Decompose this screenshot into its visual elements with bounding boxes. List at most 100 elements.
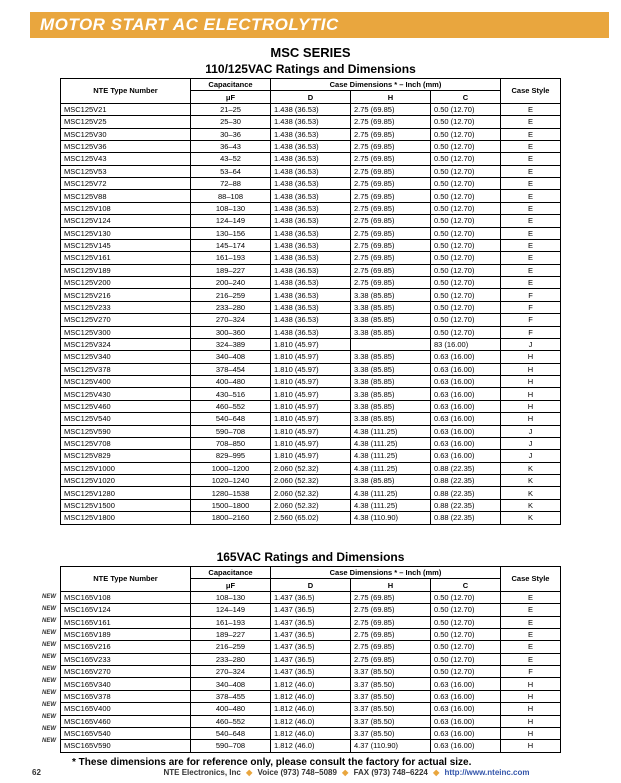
table1: NTE Type Number Capacitance Case Dimensi…	[60, 78, 561, 525]
table-row: MSC165V340340–4081.812 (46.0)3.37 (85.50…	[61, 678, 561, 690]
table-cell: 2.75 (69.85)	[351, 591, 431, 603]
table-cell: 3.38 (85.85)	[351, 326, 431, 338]
table-cell: 1.438 (36.53)	[271, 264, 351, 276]
table-cell: 1.438 (36.53)	[271, 140, 351, 152]
table-cell: 1.812 (46.0)	[271, 690, 351, 702]
table-cell: 1.810 (45.97)	[271, 363, 351, 375]
table-cell: MSC125V378	[61, 363, 191, 375]
table-cell: 3.37 (85.50)	[351, 715, 431, 727]
table-cell: 2.75 (69.85)	[351, 128, 431, 140]
table-cell: 1.812 (46.0)	[271, 678, 351, 690]
table-cell: 1.438 (36.53)	[271, 301, 351, 313]
table-cell: F	[501, 314, 561, 326]
table-cell: MSC125V189	[61, 264, 191, 276]
table-cell: 21–25	[191, 103, 271, 115]
table-cell: 233–280	[191, 301, 271, 313]
table-cell: H	[501, 388, 561, 400]
table-cell: 1.438 (36.53)	[271, 116, 351, 128]
table-cell: K	[501, 499, 561, 511]
table-row: MSC125V430430–5161.810 (45.97)3.38 (85.8…	[61, 388, 561, 400]
table-cell: 1.810 (45.97)	[271, 376, 351, 388]
table-cell: MSC125V708	[61, 437, 191, 449]
table-cell: J	[501, 338, 561, 350]
table-cell: MSC125V300	[61, 326, 191, 338]
table-cell: 2.060 (52.32)	[271, 462, 351, 474]
table-cell: H	[501, 363, 561, 375]
table-cell: 233–280	[191, 653, 271, 665]
table-cell: 2.75 (69.85)	[351, 202, 431, 214]
table-cell: 216–259	[191, 289, 271, 301]
table-cell: J	[501, 425, 561, 437]
table-cell: 829–995	[191, 450, 271, 462]
table-cell: 2.560 (65.02)	[271, 512, 351, 524]
table-row: MSC165V161161–1931.437 (36.5)2.75 (69.85…	[61, 616, 561, 628]
table-cell: 4.38 (111.25)	[351, 437, 431, 449]
table-row: MSC125V7272–881.438 (36.53)2.75 (69.85)0…	[61, 178, 561, 190]
table-cell: 1.437 (36.5)	[271, 628, 351, 640]
table-cell: 0.50 (12.70)	[431, 628, 501, 640]
table-cell: 340–408	[191, 678, 271, 690]
table-cell: 1.810 (45.97)	[271, 450, 351, 462]
table-cell: 0.63 (16.00)	[431, 437, 501, 449]
th-c: C	[431, 91, 501, 103]
new-tag: NEW	[32, 651, 56, 663]
table-cell: 0.50 (12.70)	[431, 116, 501, 128]
th2-case: Case Style	[501, 567, 561, 592]
table-row: MSC125V10201020–12402.060 (52.32)3.38 (8…	[61, 475, 561, 487]
table-cell: 0.63 (16.00)	[431, 727, 501, 739]
table-cell: MSC125V1000	[61, 462, 191, 474]
table-cell: E	[501, 591, 561, 603]
table-cell: MSC125V340	[61, 351, 191, 363]
table-cell: 1.438 (36.53)	[271, 202, 351, 214]
table2-container: NEWNEWNEWNEWNEWNEWNEWNEWNEWNEWNEWNEWNEW …	[60, 566, 561, 753]
new-tag: NEW	[32, 639, 56, 651]
table-cell: 1.437 (36.5)	[271, 666, 351, 678]
table-row: MSC125V216216–2591.438 (36.53)3.38 (85.8…	[61, 289, 561, 301]
th-case: Case Style	[501, 79, 561, 104]
table-cell: MSC165V400	[61, 703, 191, 715]
table-row: MSC125V708708–8501.810 (45.97)4.38 (111.…	[61, 437, 561, 449]
table-cell: 0.50 (12.70)	[431, 103, 501, 115]
table-row: MSC125V8888–1081.438 (36.53)2.75 (69.85)…	[61, 190, 561, 202]
table-cell: H	[501, 413, 561, 425]
footer-url: http://www.nteinc.com	[444, 768, 529, 777]
series-title: MSC SERIES	[0, 45, 621, 60]
table-cell: 460–552	[191, 400, 271, 412]
table-row: MSC125V145145–1741.438 (36.53)2.75 (69.8…	[61, 239, 561, 251]
table-cell: 0.63 (16.00)	[431, 388, 501, 400]
table-cell: 108–130	[191, 591, 271, 603]
table-cell: MSC125V430	[61, 388, 191, 400]
table-cell: E	[501, 252, 561, 264]
new-tag: NEW	[32, 723, 56, 735]
section2-title: 165VAC Ratings and Dimensions	[0, 550, 621, 564]
table-cell: 1.810 (45.97)	[271, 437, 351, 449]
table-cell: 189–227	[191, 264, 271, 276]
table-cell: 3.38 (85.85)	[351, 413, 431, 425]
table-cell: 3.38 (85.85)	[351, 289, 431, 301]
th-cap-unit: μF	[191, 91, 271, 103]
table-row: MSC125V400400–4801.810 (45.97)3.38 (85.8…	[61, 376, 561, 388]
table-cell: 1.810 (45.97)	[271, 413, 351, 425]
table-cell: 2.75 (69.85)	[351, 215, 431, 227]
table-row: MSC165V124124–1491.437 (36.5)2.75 (69.85…	[61, 604, 561, 616]
table-row: MSC165V216216–2591.437 (36.5)2.75 (69.85…	[61, 641, 561, 653]
table-cell: 1.438 (36.53)	[271, 326, 351, 338]
table-cell: 3.38 (85.85)	[351, 363, 431, 375]
table-cell: 270–324	[191, 314, 271, 326]
table-cell: 0.63 (16.00)	[431, 413, 501, 425]
table-row: MSC165V108108–1301.437 (36.5)2.75 (69.85…	[61, 591, 561, 603]
table-cell: 430–516	[191, 388, 271, 400]
table-cell: 0.50 (12.70)	[431, 190, 501, 202]
table-cell: K	[501, 462, 561, 474]
footer-sep2: ◆	[342, 768, 348, 777]
table-cell: 3.37 (85.50)	[351, 690, 431, 702]
th2-h: H	[351, 579, 431, 591]
table-cell: 1.810 (45.97)	[271, 425, 351, 437]
th-dims: Case Dimensions * – Inch (mm)	[271, 79, 501, 91]
table-cell: 0.63 (16.00)	[431, 690, 501, 702]
table-cell: 1.438 (36.53)	[271, 277, 351, 289]
new-tags: NEWNEWNEWNEWNEWNEWNEWNEWNEWNEWNEWNEWNEW	[32, 591, 56, 747]
section1-title: 110/125VAC Ratings and Dimensions	[0, 62, 621, 76]
table-cell: 0.50 (12.70)	[431, 165, 501, 177]
table-cell: 0.63 (16.00)	[431, 351, 501, 363]
